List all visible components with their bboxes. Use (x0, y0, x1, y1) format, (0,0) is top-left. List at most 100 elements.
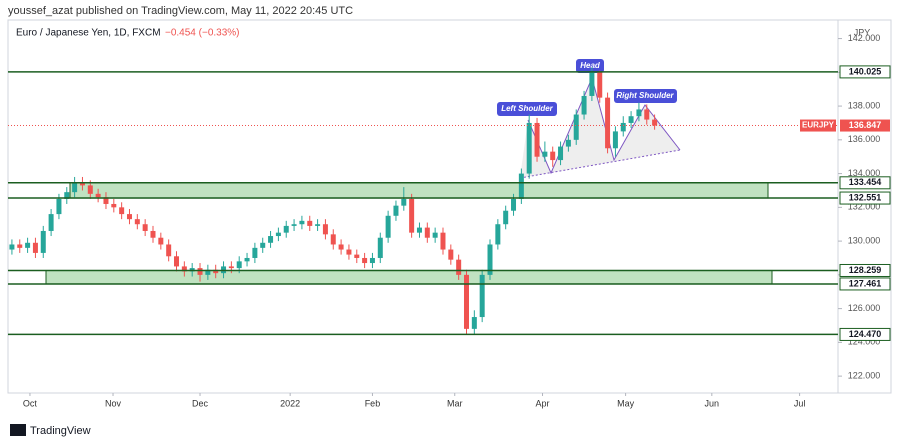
candle-body (87, 185, 93, 194)
candle-body (605, 97, 611, 149)
x-tick-label: May (617, 398, 635, 408)
annotation: Right Shoulder (616, 91, 674, 100)
candle-body (377, 237, 383, 258)
x-tick-label: Nov (105, 398, 122, 408)
candle-body (558, 146, 564, 161)
candle-body (581, 95, 587, 115)
candle-body (126, 214, 132, 220)
candle-body (636, 109, 642, 117)
candle-body (64, 192, 70, 199)
candle-body (338, 244, 344, 250)
x-tick-label: Apr (536, 398, 550, 408)
candle-body (589, 72, 595, 96)
zone (45, 269, 773, 285)
x-tick-label: Feb (365, 398, 381, 408)
candle-body (448, 249, 454, 260)
candle-body (369, 257, 375, 264)
level-tag (839, 176, 891, 190)
y-tick-label: 126.000 (848, 303, 881, 313)
currency: JPY (854, 27, 871, 37)
brand-name: TradingView (30, 425, 91, 437)
candle-body (409, 198, 415, 233)
candle-body (565, 139, 571, 147)
level-label: 133.454 (849, 177, 882, 187)
y-tick-label: 134.000 (848, 168, 881, 178)
publisher: youssef_azat published on TradingView.co… (8, 5, 353, 17)
candle-body (495, 224, 501, 245)
candle-body (17, 244, 23, 248)
y-tick-label: 130.000 (848, 235, 881, 245)
symbol-tag (800, 119, 836, 132)
candle-body (252, 247, 258, 258)
candle-body (228, 266, 234, 269)
candle-body (79, 182, 85, 186)
candle-body (401, 198, 407, 206)
candle-body (354, 254, 360, 258)
chart-frame (7, 19, 892, 394)
candle-body (652, 119, 658, 126)
candle-body (260, 242, 266, 248)
level-label: 124.470 (849, 329, 882, 339)
candle-body (9, 244, 15, 250)
candle-body (573, 114, 579, 140)
candle-body (275, 232, 281, 237)
annotation: Head (580, 61, 601, 70)
candle-body (518, 173, 524, 199)
candle-body (48, 214, 54, 231)
label-box (614, 89, 677, 103)
candle-body (72, 182, 78, 193)
candle-body (181, 266, 187, 272)
level-label: 132.551 (849, 192, 882, 202)
candle-body (119, 207, 125, 215)
candle-body (432, 232, 438, 238)
x-tick-label: Dec (192, 398, 209, 408)
candle-body (550, 151, 556, 161)
candle-body (456, 259, 462, 275)
brand: TradingView (10, 424, 91, 437)
candle-body (416, 227, 422, 233)
level-tag (839, 263, 891, 277)
level-tag (839, 277, 891, 291)
pattern-line (527, 76, 681, 175)
label-box (497, 102, 557, 116)
candle-body (283, 225, 289, 233)
annotation: Left Shoulder (501, 104, 553, 113)
candle-body (511, 198, 517, 211)
level-tag (839, 65, 891, 79)
level-tag (839, 191, 891, 205)
candle-body (205, 269, 211, 275)
x-tick-label: Mar (447, 398, 463, 408)
candle-body (142, 224, 148, 231)
candle-body (158, 237, 164, 245)
y-tick-label: 122.000 (848, 370, 881, 380)
candle-body (213, 269, 219, 274)
x-tick-label: Jul (794, 398, 806, 408)
last-price-label: 136.847 (849, 120, 882, 130)
candle-body (315, 224, 321, 226)
level-label: 128.259 (849, 265, 882, 275)
zone (69, 182, 769, 199)
candle-body (503, 210, 509, 225)
last-price-tag (840, 119, 890, 132)
candle-body (134, 219, 140, 225)
candle-body (542, 151, 548, 157)
y-tick-label: 142.000 (848, 33, 881, 43)
candle-body (111, 203, 117, 208)
neckline (519, 149, 681, 179)
candle-body (385, 215, 391, 238)
level-label: 127.461 (849, 278, 882, 288)
y-tick-label: 136.000 (848, 134, 881, 144)
y-tick-label: 138.000 (848, 100, 881, 110)
symbol-title: Euro / Japanese Yen, 1D, FXCM (16, 28, 161, 39)
x-tick-label: Jun (705, 398, 720, 408)
candle-body (244, 257, 250, 262)
candle-body (299, 220, 305, 225)
candle-body (346, 249, 352, 255)
candle-body (150, 230, 156, 238)
candle-body (322, 224, 328, 235)
candle-body (103, 197, 109, 204)
candle-body (628, 116, 634, 123)
label-box (576, 59, 604, 73)
